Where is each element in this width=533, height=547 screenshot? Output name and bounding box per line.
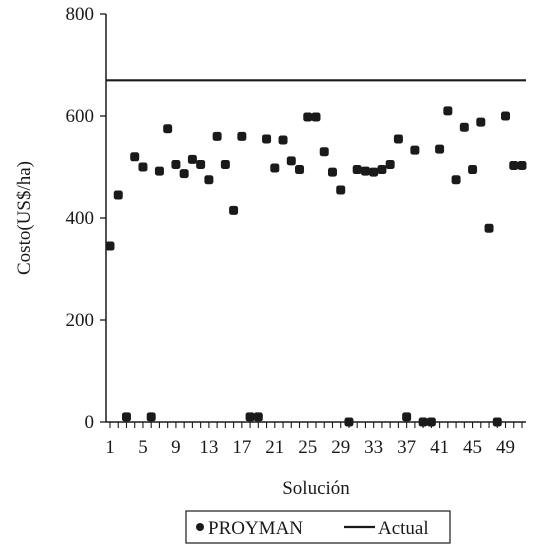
y-axis-title: Costo(US$/ha) <box>14 161 35 275</box>
proyman-point <box>426 417 436 427</box>
proyman-point <box>212 131 222 141</box>
x-tick-label: 33 <box>364 437 383 458</box>
proyman-point <box>468 165 478 175</box>
x-axis-title: Solución <box>282 478 350 499</box>
x-tick-label: 17 <box>232 437 251 458</box>
legend-box <box>185 510 451 544</box>
proyman-point <box>435 144 445 154</box>
proyman-point <box>105 241 115 251</box>
x-tick-label: 1 <box>105 437 115 458</box>
x-tick-label: 37 <box>397 437 416 458</box>
x-tick-label: 41 <box>430 437 449 458</box>
x-tick-label: 13 <box>199 437 218 458</box>
proyman-point <box>311 112 321 122</box>
x-tick-label: 29 <box>331 437 350 458</box>
y-tick-label: 400 <box>66 208 95 229</box>
proyman-point <box>121 412 131 422</box>
proyman-point <box>501 111 511 121</box>
proyman-point <box>476 117 486 127</box>
proyman-point <box>517 160 527 170</box>
proyman-point <box>327 167 337 177</box>
y-tick-label: 800 <box>66 4 95 25</box>
proyman-point <box>385 159 395 169</box>
proyman-point <box>418 417 428 427</box>
proyman-point <box>451 175 461 185</box>
proyman-point <box>369 167 379 177</box>
proyman-point <box>113 190 123 200</box>
proyman-point <box>237 131 247 141</box>
x-axis-ticks: 1 5 9 13 17 21 25 29 33 37 41 45 49 <box>105 422 523 458</box>
legend-marker-proyman <box>196 523 204 531</box>
proyman-point <box>204 175 214 185</box>
proyman-point <box>163 124 173 134</box>
proyman-point <box>278 135 288 145</box>
proyman-point <box>393 134 403 144</box>
proyman-point <box>377 165 387 175</box>
proyman-point <box>509 160 519 170</box>
proyman-point <box>459 122 469 132</box>
proyman-point <box>262 134 272 144</box>
proyman-point <box>484 223 494 233</box>
proyman-series <box>105 106 527 427</box>
x-tick-label: 45 <box>463 437 482 458</box>
x-tick-label: 9 <box>171 437 181 458</box>
proyman-point <box>130 152 140 162</box>
x-tick-label: 21 <box>265 437 284 458</box>
y-axis-ticks: 0 200 400 600 800 <box>66 4 106 433</box>
proyman-point <box>410 145 420 155</box>
legend-label-proyman: PROYMAN <box>208 518 303 539</box>
proyman-point <box>492 417 502 427</box>
proyman-point <box>171 159 181 169</box>
proyman-point <box>196 159 206 169</box>
y-tick-label: 600 <box>66 106 95 127</box>
proyman-point <box>220 159 230 169</box>
legend-label-actual: Actual <box>378 518 429 539</box>
x-tick-label: 5 <box>138 437 148 458</box>
proyman-point <box>229 205 239 215</box>
proyman-point <box>154 166 164 176</box>
y-tick-label: 200 <box>66 310 95 331</box>
proyman-point <box>253 412 263 422</box>
y-tick-label: 0 <box>85 412 95 433</box>
proyman-point <box>443 106 453 116</box>
proyman-point <box>138 162 148 172</box>
proyman-point <box>295 165 305 175</box>
proyman-point <box>245 412 255 422</box>
proyman-point <box>344 417 354 427</box>
proyman-point <box>146 412 156 422</box>
proyman-point <box>270 163 280 173</box>
x-tick-label: 49 <box>496 437 515 458</box>
proyman-point <box>360 166 370 176</box>
proyman-point <box>402 412 412 422</box>
proyman-point <box>352 165 362 175</box>
x-tick-label: 25 <box>298 437 317 458</box>
proyman-point <box>303 112 313 122</box>
legend: PROYMAN Actual <box>185 510 451 544</box>
proyman-point <box>187 154 197 164</box>
proyman-point <box>179 169 189 179</box>
proyman-point <box>336 185 346 195</box>
proyman-point <box>319 147 329 157</box>
proyman-point <box>286 156 296 166</box>
